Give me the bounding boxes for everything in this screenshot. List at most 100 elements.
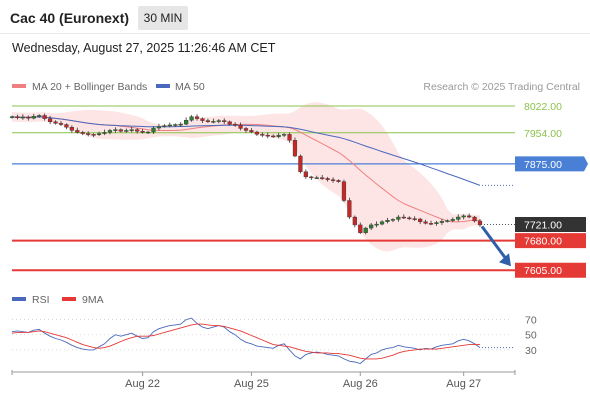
- candle-body: [205, 120, 211, 122]
- candle-body: [15, 116, 20, 119]
- candle-body: [135, 129, 140, 132]
- candle-body: [80, 132, 85, 134]
- candle-body: [347, 200, 352, 218]
- candle-body: [113, 129, 118, 131]
- candle-body: [194, 116, 200, 119]
- candle-body: [107, 130, 113, 133]
- forecast-arrow-head: [499, 253, 511, 267]
- candle-body: [336, 180, 341, 182]
- candle-body: [47, 118, 53, 122]
- candle-body: [9, 116, 15, 118]
- legend-rsi-swatch: [12, 297, 26, 301]
- level-label-7875-00: 7875.00: [524, 159, 562, 171]
- legend-bollinger-swatch: [12, 84, 26, 88]
- candle-body: [401, 216, 406, 219]
- candle-body: [379, 221, 385, 225]
- candle-body: [390, 219, 396, 221]
- candle-body: [162, 125, 167, 127]
- candle-body: [64, 124, 69, 128]
- forecast-arrow-shaft: [480, 225, 509, 262]
- candle-body: [145, 131, 151, 134]
- candle-body: [309, 176, 314, 179]
- candle-body: [69, 127, 74, 131]
- candle-body: [363, 227, 368, 233]
- candle-body: [151, 127, 156, 133]
- candle-body: [358, 224, 363, 233]
- legend-ma50-swatch: [156, 84, 170, 88]
- candle-body: [456, 216, 461, 220]
- legend-rsi-label: RSI: [32, 294, 50, 306]
- candle-body: [260, 134, 265, 136]
- candle-body: [211, 121, 216, 123]
- legend-bollinger-label: MA 20 + Bollinger Bands: [32, 81, 147, 93]
- rsi-panel: 70 50 30: [11, 315, 537, 364]
- level-label-7954-00: 7954.00: [524, 128, 562, 140]
- level-label-7680-00: 7680.00: [524, 236, 562, 248]
- candle-body: [96, 133, 102, 135]
- candle-body: [330, 179, 336, 181]
- candle-body: [254, 131, 259, 135]
- candle-body: [53, 121, 58, 124]
- candle-body: [249, 130, 254, 133]
- candle-body: [271, 135, 276, 138]
- candle-body: [369, 224, 374, 229]
- candle-body: [189, 116, 194, 121]
- level-label-box: [515, 156, 588, 172]
- candle-body: [423, 221, 428, 224]
- candle-body: [461, 215, 466, 218]
- candle-body: [287, 134, 292, 141]
- header-divider: [0, 33, 590, 34]
- candle-body: [178, 123, 183, 126]
- rsi-tick-label: 70: [525, 315, 537, 327]
- ma50-line: [11, 116, 481, 186]
- candle-body: [314, 177, 319, 179]
- candle-body: [396, 216, 401, 220]
- candle-body: [216, 120, 221, 122]
- candle-body: [341, 181, 347, 201]
- level-label-8022-00: 8022.00: [524, 101, 562, 113]
- x-tick-label: Aug 25: [234, 378, 269, 390]
- x-tick-label: Aug 27: [446, 378, 481, 390]
- candle-body: [37, 115, 42, 117]
- candle-body: [265, 134, 270, 137]
- candle-body: [276, 134, 281, 137]
- candle-body: [439, 221, 445, 223]
- candle-body: [118, 129, 123, 132]
- candle-body: [445, 220, 450, 222]
- candle-body: [418, 218, 423, 222]
- x-tick-label: Aug 26: [343, 378, 378, 390]
- candle-body: [102, 132, 107, 134]
- candle-body: [86, 133, 91, 135]
- candle-body: [42, 115, 47, 119]
- candle-body: [434, 222, 439, 224]
- level-label-7605-00: 7605.00: [524, 265, 562, 277]
- candle-body: [156, 126, 162, 129]
- candle-body: [243, 128, 249, 131]
- level-label-box: [515, 217, 586, 233]
- candle-body: [173, 124, 178, 126]
- candle-body: [184, 119, 189, 125]
- candle-body: [20, 116, 25, 119]
- candle-body: [140, 131, 145, 133]
- candle-body: [227, 121, 232, 125]
- rsi-tick-label: 50: [525, 330, 537, 342]
- candle-body: [91, 134, 96, 136]
- candle-body: [428, 223, 434, 225]
- chart-datetime: Wednesday, August 27, 2025 11:26:46 AM C…: [12, 41, 276, 55]
- candle-body: [467, 215, 472, 218]
- time-axis: Aug 22 Aug 25 Aug 26 Aug 27: [11, 370, 516, 390]
- candle-body: [26, 116, 31, 119]
- candle-body: [200, 118, 205, 121]
- interval-button[interactable]: 30 MIN: [138, 6, 188, 30]
- candle-body: [477, 220, 483, 226]
- bollinger-band: [12, 102, 480, 252]
- candle-body: [167, 124, 172, 127]
- rsi-ma-line: [11, 323, 480, 360]
- x-tick-label: Aug 22: [125, 378, 160, 390]
- candle-body: [374, 223, 379, 226]
- candle-body: [303, 171, 308, 178]
- price-panel: 8022.00 7954.00 7875.00 7721.00 7680.00 7605.…: [9, 101, 588, 278]
- candle-body: [31, 116, 36, 119]
- candle-body: [58, 123, 64, 125]
